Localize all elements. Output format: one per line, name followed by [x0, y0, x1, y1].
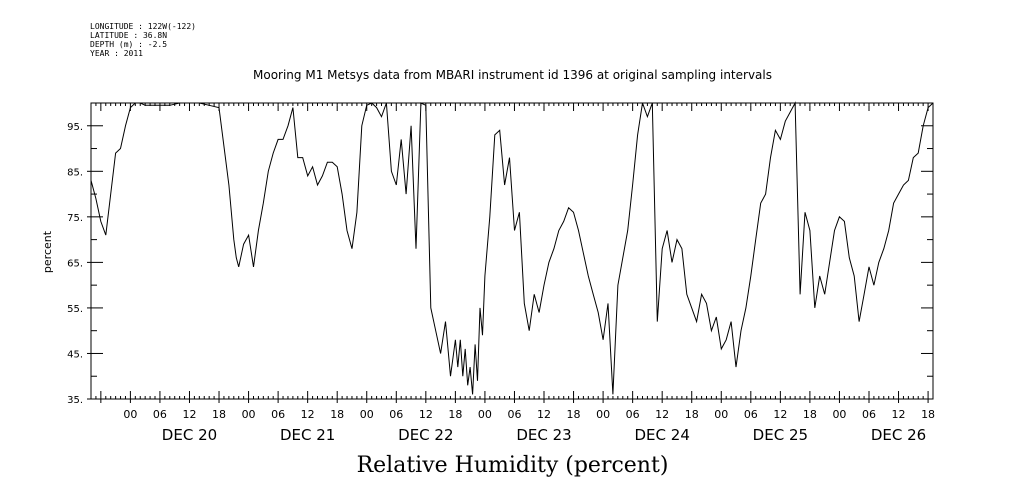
hour-tick-label: 00	[596, 408, 610, 421]
day-label: DEC 25	[753, 426, 808, 444]
hour-tick-label: 18	[803, 408, 817, 421]
hour-tick-label: 12	[773, 408, 787, 421]
y-tick-label: 35.	[67, 395, 83, 406]
hour-tick-label: 06	[626, 408, 640, 421]
chart-title: Mooring M1 Metsys data from MBARI instru…	[253, 68, 772, 82]
x-axis-title: Relative Humidity (percent)	[356, 453, 669, 478]
longitude-label: LONGITUDE : 122W(-122)	[90, 22, 196, 31]
y-tick-label: 85.	[67, 167, 83, 178]
hour-tick-label: 06	[507, 408, 521, 421]
day-label: DEC 24	[635, 426, 690, 444]
hour-tick-label: 18	[921, 408, 935, 421]
hour-tick-label: 12	[892, 408, 906, 421]
hour-tick-label: 18	[330, 408, 344, 421]
plot-frame	[90, 102, 934, 400]
hour-tick-label: 00	[478, 408, 492, 421]
y-tick-label: 95.	[67, 122, 83, 133]
hour-tick-label: 00	[832, 408, 846, 421]
series-line	[90, 101, 934, 395]
hour-tick-label: 06	[389, 408, 403, 421]
hour-tick-label: 00	[360, 408, 374, 421]
depth-label: DEPTH (m) : -2.5	[90, 40, 168, 49]
day-labels: DEC 20 DEC 21 DEC 22 DEC 23 DEC 24 DEC 25 DEC …	[162, 426, 926, 444]
axis-ticks	[87, 102, 934, 403]
hour-tick-label: 06	[271, 408, 285, 421]
y-axis-label: percent	[41, 230, 54, 273]
hour-tick-label: 18	[448, 408, 462, 421]
hour-tick-label: 12	[419, 408, 433, 421]
y-tick-label: 45.	[67, 349, 83, 360]
hour-tick-label: 12	[301, 408, 315, 421]
hour-tick-labels: 00 06 12 18 00 06 12 18 00 06 12 18 00 06 12 18 00 06 12 18…	[123, 408, 935, 421]
hour-tick-label: 06	[153, 408, 167, 421]
y-tick-label: 55.	[67, 304, 83, 315]
metadata-block: LONGITUDE : 122W(-122) LATITUDE : 36.8N …	[90, 22, 196, 58]
day-label: DEC 22	[398, 426, 453, 444]
day-label: DEC 26	[871, 426, 926, 444]
hour-tick-label: 18	[685, 408, 699, 421]
hour-tick-label: 06	[744, 408, 758, 421]
hour-tick-label: 18	[212, 408, 226, 421]
hour-tick-label: 00	[714, 408, 728, 421]
hour-tick-label: 12	[182, 408, 196, 421]
hour-tick-label: 12	[537, 408, 551, 421]
day-label: DEC 20	[162, 426, 217, 444]
hour-tick-label: 18	[567, 408, 581, 421]
hour-tick-label: 00	[242, 408, 256, 421]
day-label: DEC 23	[516, 426, 571, 444]
y-tick-labels: 35. 45. 55. 65. 75. 85. 95.	[67, 122, 83, 406]
day-label: DEC 21	[280, 426, 335, 444]
hour-tick-label: 00	[123, 408, 137, 421]
hour-tick-label: 06	[862, 408, 876, 421]
y-tick-label: 65.	[67, 258, 83, 269]
hour-tick-label: 12	[655, 408, 669, 421]
year-label: YEAR : 2011	[90, 49, 143, 58]
y-tick-label: 75.	[67, 213, 83, 224]
latitude-label: LATITUDE : 36.8N	[90, 31, 168, 40]
